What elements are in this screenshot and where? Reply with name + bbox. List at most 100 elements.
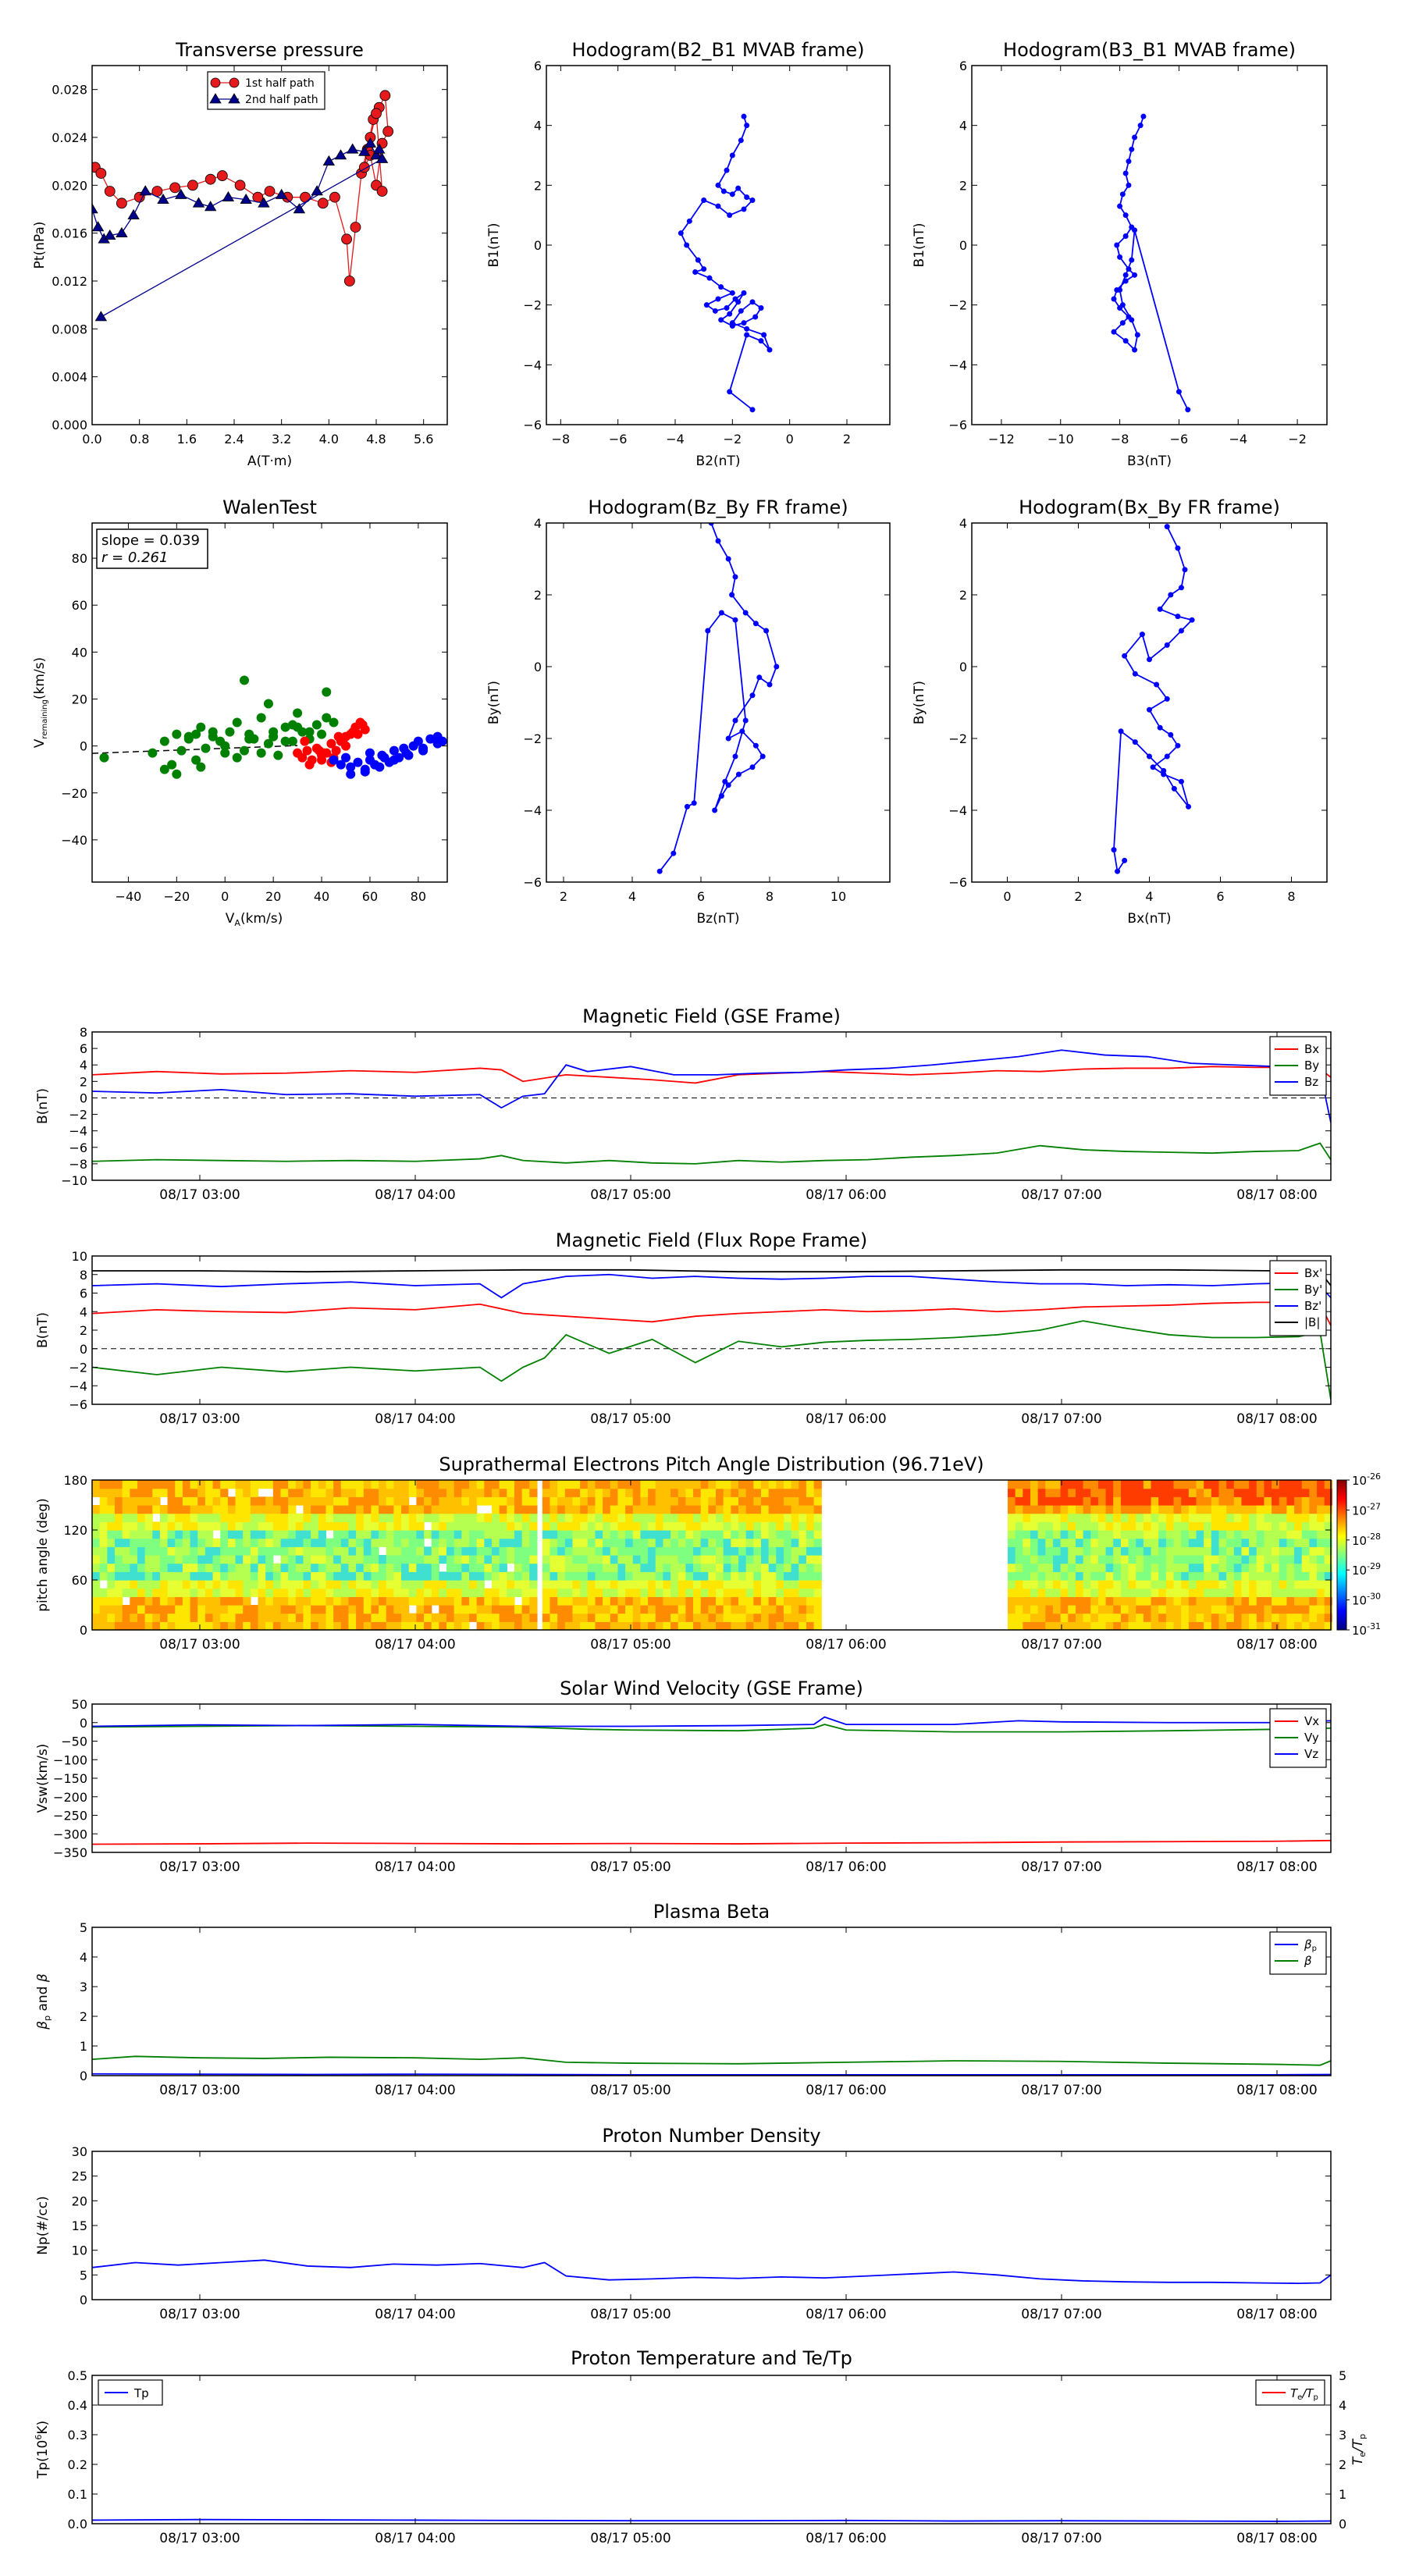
heatmap-cell (1286, 1555, 1295, 1564)
data-point (1164, 642, 1170, 648)
heatmap-cell (356, 1613, 365, 1622)
heatmap-cell (572, 1605, 581, 1614)
heatmap-cell (700, 1505, 709, 1514)
heatmap-cell (1090, 1563, 1099, 1572)
heatmap-cell (439, 1613, 447, 1622)
y-tick-label: 4 (80, 1304, 87, 1319)
heatmap-cell (220, 1588, 229, 1597)
x-tick-label: 8 (1287, 889, 1295, 904)
legend-label: β (1304, 1954, 1312, 1968)
heatmap-cell (670, 1513, 679, 1522)
heatmap-cell (1075, 1588, 1084, 1597)
heatmap-cell (439, 1588, 447, 1597)
heatmap-cell (1113, 1488, 1122, 1497)
heatmap-cell (1226, 1580, 1235, 1589)
heatmap-cell (1023, 1488, 1031, 1497)
heatmap-cell (235, 1488, 244, 1497)
y-tick-label: 0 (80, 1091, 87, 1105)
heatmap-cell (1090, 1588, 1099, 1597)
heatmap-cell (250, 1496, 259, 1506)
heatmap-cell (258, 1596, 266, 1606)
heatmap-cell (595, 1596, 603, 1606)
heatmap-cell (114, 1621, 123, 1631)
x-tick-label: 08/17 05:00 (590, 1187, 670, 1203)
heatmap-cell (197, 1480, 206, 1489)
heatmap-cell (1226, 1621, 1235, 1631)
heatmap-cell (693, 1605, 702, 1614)
heatmap-cell (137, 1571, 146, 1581)
chart-hb3b1: Hodogram(B3_B1 MVAB frame)−6−4−20246−12−… (912, 39, 1328, 469)
heatmap-cell (446, 1621, 455, 1631)
heatmap-cell (159, 1555, 169, 1564)
heatmap-cell (663, 1613, 671, 1622)
heatmap-cell (745, 1521, 754, 1531)
heatmap-cell (1143, 1613, 1152, 1622)
data-point (317, 729, 327, 739)
heatmap-cell (356, 1596, 365, 1606)
heatmap-cell (107, 1613, 116, 1622)
heatmap-cell (678, 1480, 686, 1489)
heatmap-cell (670, 1588, 679, 1597)
heatmap-cell (1272, 1538, 1280, 1547)
heatmap-cell (1060, 1596, 1069, 1606)
heatmap-cell (205, 1563, 214, 1572)
heatmap-cell (424, 1596, 432, 1606)
data-point (263, 699, 273, 709)
heatmap-cell (235, 1530, 244, 1539)
heatmap-cell (1226, 1555, 1235, 1564)
heatmap-cell (564, 1546, 574, 1556)
y-tick-label: 0.028 (52, 83, 87, 98)
heatmap-cell (272, 1563, 282, 1572)
heatmap-cell (678, 1596, 686, 1606)
heatmap-cell (1241, 1496, 1250, 1506)
heatmap-cell (1196, 1513, 1204, 1522)
heatmap-cell (461, 1596, 470, 1606)
heatmap-cell (1113, 1480, 1122, 1489)
heatmap-cell (386, 1480, 394, 1489)
heatmap-cell (265, 1588, 274, 1597)
heatmap-cell (738, 1546, 747, 1556)
heatmap-cell (439, 1571, 447, 1581)
heatmap-cell (182, 1621, 191, 1631)
heatmap-cell (137, 1596, 146, 1606)
x-tick-label: 08/17 07:00 (1021, 2531, 1101, 2546)
heatmap-cell (386, 1496, 394, 1506)
heatmap-cell (731, 1521, 739, 1531)
heatmap-cell (1241, 1563, 1250, 1572)
heatmap-cell (1128, 1613, 1136, 1622)
heatmap-cell (700, 1588, 709, 1597)
data-point (1157, 606, 1163, 612)
heatmap-cell (1045, 1571, 1054, 1581)
heatmap-cell (1279, 1580, 1288, 1589)
heatmap-cell (1301, 1580, 1310, 1589)
heatmap-cell (137, 1513, 146, 1522)
heatmap-cell (1060, 1488, 1069, 1497)
heatmap-cell (265, 1563, 274, 1572)
heatmap-cell (700, 1496, 709, 1506)
heatmap-cell (348, 1530, 357, 1539)
heatmap-cell (1272, 1488, 1280, 1497)
heatmap-cell (1052, 1538, 1062, 1547)
heatmap-cell (670, 1555, 679, 1564)
heatmap-cell (1128, 1563, 1136, 1572)
heatmap-cell (1136, 1571, 1144, 1581)
heatmap-cell (1173, 1555, 1182, 1564)
heatmap-cell (1136, 1613, 1144, 1622)
heatmap-cell (295, 1563, 304, 1572)
heatmap-cell (700, 1605, 709, 1614)
heatmap-cell (783, 1613, 792, 1622)
heatmap-cell (243, 1488, 251, 1497)
heatmap-cell (122, 1571, 130, 1581)
heatmap-cell (212, 1605, 221, 1614)
heatmap-cell (1015, 1496, 1023, 1506)
heatmap-cell (1256, 1563, 1265, 1572)
heatmap-cell (768, 1538, 777, 1547)
heatmap-cell (791, 1505, 799, 1514)
heatmap-cell (1204, 1521, 1212, 1531)
heatmap-cell (670, 1605, 679, 1614)
heatmap-cell (1008, 1546, 1016, 1556)
heatmap-cell (521, 1580, 530, 1589)
x-axis-label: B3(nT) (1127, 454, 1172, 469)
heatmap-cell (1151, 1555, 1159, 1564)
x-tick-label: 0.0 (82, 432, 101, 447)
